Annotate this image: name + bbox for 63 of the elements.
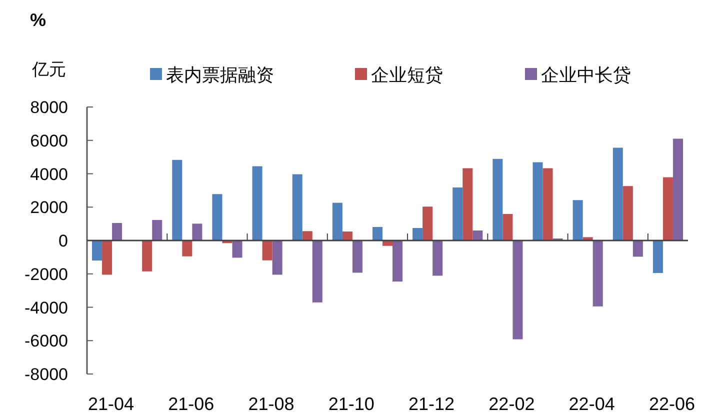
y-tick-label: -6000 — [24, 332, 68, 351]
y-tick-label: 8000 — [30, 98, 68, 117]
bar — [152, 220, 162, 240]
bar — [592, 240, 603, 306]
bar — [332, 202, 342, 240]
x-tick-label: 22-04 — [568, 394, 615, 414]
x-tick-label: 21-08 — [248, 394, 294, 414]
bar — [352, 240, 362, 273]
y-axis-title: 亿元 — [31, 60, 66, 79]
legend-label: 表内票据融资 — [166, 65, 274, 85]
bar — [452, 187, 463, 240]
y-tick-label: 6000 — [30, 131, 68, 150]
bar — [302, 231, 312, 240]
text: % — [30, 10, 46, 30]
bar — [232, 240, 242, 258]
y-tick-label: -2000 — [24, 264, 68, 284]
bar — [372, 226, 382, 240]
bar — [432, 240, 443, 276]
bar — [652, 240, 663, 274]
x-tick-label: 22-02 — [488, 394, 535, 414]
bar — [512, 240, 523, 340]
bar — [272, 240, 282, 275]
bar — [462, 168, 473, 240]
bar — [102, 240, 112, 275]
bar — [582, 237, 593, 240]
bar — [412, 228, 423, 240]
bar — [392, 240, 403, 282]
bar — [622, 186, 633, 240]
bar — [172, 160, 182, 240]
bar — [292, 174, 302, 240]
x-tick-label: 21-12 — [408, 394, 455, 414]
bar — [92, 240, 102, 261]
y-tick-label: 0 — [58, 232, 68, 250]
bar — [662, 177, 673, 240]
bar — [572, 200, 583, 240]
bar — [142, 240, 152, 272]
bar — [252, 166, 262, 240]
bar — [672, 138, 683, 240]
bar — [112, 222, 122, 240]
bar — [532, 162, 543, 240]
bar — [492, 158, 503, 240]
bar — [182, 240, 192, 256]
bar — [472, 230, 483, 240]
bar — [612, 148, 623, 240]
bar — [212, 194, 222, 240]
bar — [342, 231, 352, 240]
y-tick-label: 4000 — [30, 164, 68, 184]
bar — [542, 168, 553, 240]
legend-label: 企业短贷 — [371, 65, 443, 85]
bar — [422, 206, 433, 240]
x-tick-label: 21-04 — [88, 394, 134, 414]
bar — [262, 240, 272, 260]
bar — [502, 214, 513, 240]
bar — [632, 240, 643, 257]
y-tick-label: -8000 — [24, 365, 68, 384]
y-tick-label: -4000 — [24, 298, 68, 318]
x-tick-label: 21-06 — [168, 394, 214, 414]
x-tick-label: 22-06 — [648, 394, 695, 414]
x-tick-label: 21-10 — [328, 394, 374, 414]
legend-label: 企业中长贷 — [541, 65, 631, 85]
bar — [312, 240, 322, 302]
bar — [192, 224, 202, 240]
y-tick-label: 2000 — [30, 198, 68, 218]
